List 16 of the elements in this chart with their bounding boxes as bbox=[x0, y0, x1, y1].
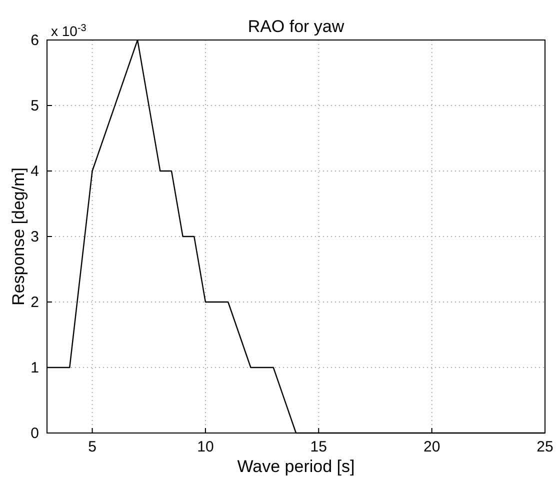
y-tick-label: 0 bbox=[30, 424, 39, 442]
x-axis-title: Wave period [s] bbox=[237, 457, 355, 476]
x-tick-label: 10 bbox=[197, 438, 214, 456]
y-tick-label: 5 bbox=[30, 97, 39, 114]
y-tick-label: 3 bbox=[30, 228, 39, 246]
y-tick-label: 4 bbox=[30, 162, 39, 180]
y-tick-label: 1 bbox=[30, 359, 39, 376]
text: x 10$^{-3}$ bbox=[51, 22, 87, 39]
y-axis-title: Response [deg/m] bbox=[9, 168, 28, 306]
x-tick-label: 20 bbox=[423, 438, 440, 456]
x-tick-label: 25 bbox=[536, 438, 554, 456]
chart-title: RAO for yaw bbox=[248, 17, 345, 36]
x-tick-label: 15 bbox=[310, 438, 327, 456]
x-tick-label: 5 bbox=[88, 438, 96, 456]
y-tick-label: 2 bbox=[30, 294, 39, 311]
y-tick-label: 6 bbox=[30, 32, 39, 49]
